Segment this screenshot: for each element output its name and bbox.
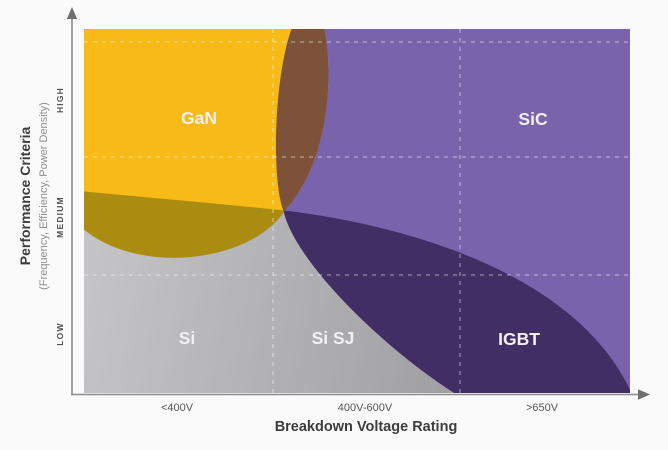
si-sj-label: Si SJ — [312, 328, 355, 348]
x-axis-title: Breakdown Voltage Rating — [275, 419, 458, 435]
si-label: Si — [179, 328, 196, 348]
igbt-label: IGBT — [498, 329, 540, 349]
x-axis-arrow-icon — [638, 389, 650, 400]
y-axis-title: Performance Criteria — [17, 127, 33, 266]
y-tick-high: HIGH — [55, 87, 65, 113]
y-tick-medium: MEDIUM — [55, 196, 65, 238]
y-axis-subtitle: (Frequency, Efficiency, Power Density) — [38, 102, 50, 290]
gan-label: GaN — [181, 108, 217, 128]
x-tick-400-600v: 400V-600V — [338, 402, 393, 414]
y-axis-arrow-icon — [66, 7, 78, 19]
x-tick-under-400v: <400V — [161, 402, 194, 414]
x-tick-over-650v: >650V — [526, 402, 559, 414]
y-tick-low: LOW — [55, 322, 65, 345]
plot-area — [84, 29, 630, 393]
gan-sic-overlap — [275, 29, 329, 212]
sic-label: SiC — [518, 109, 548, 129]
igbt-region — [283, 210, 630, 393]
